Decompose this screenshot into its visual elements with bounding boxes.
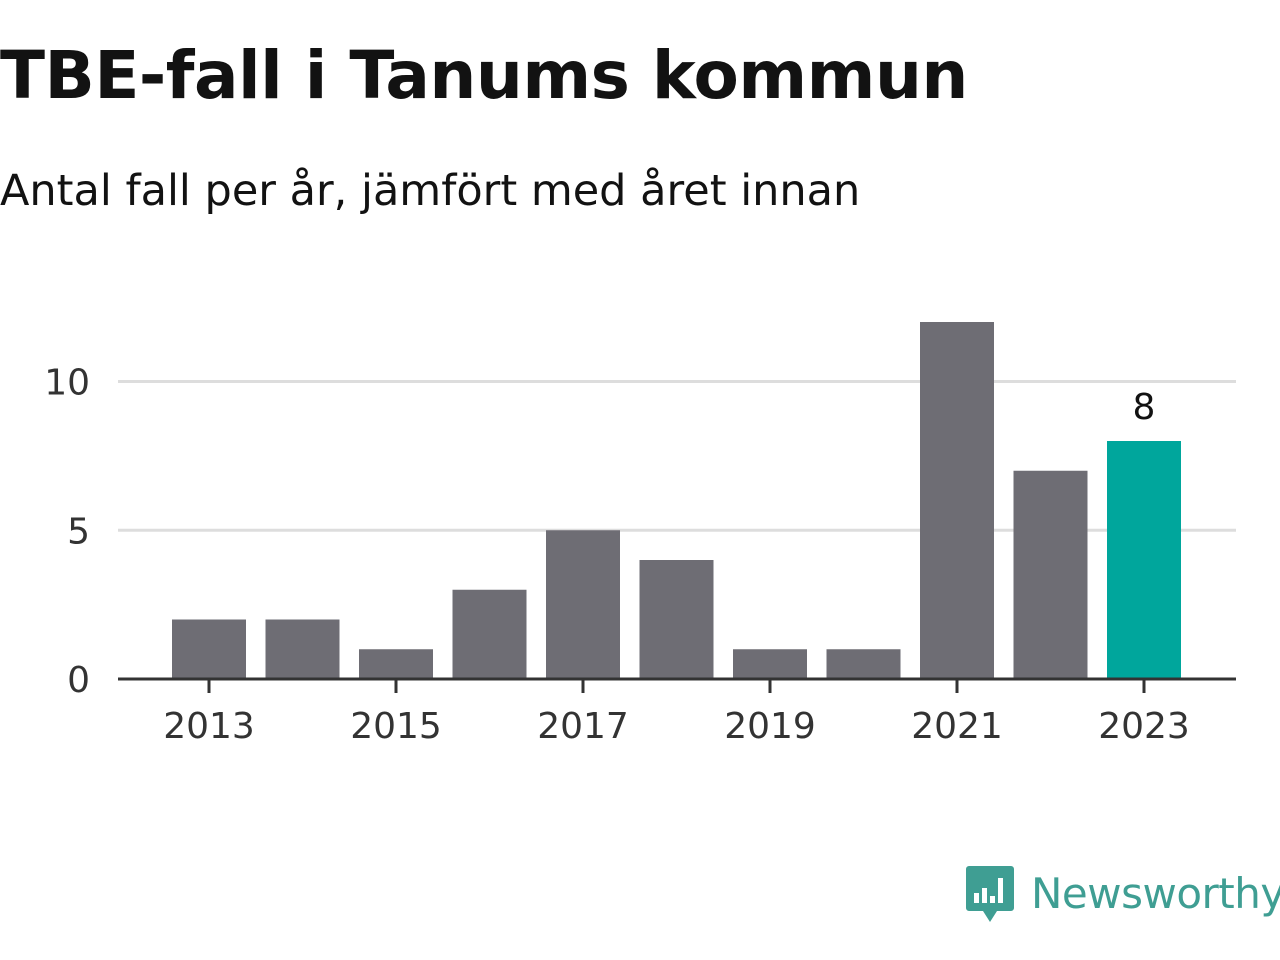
bar-highlight [1107,441,1181,679]
x-tick-label: 2015 [350,706,442,747]
y-tick-label: 10 [44,363,90,404]
bar-chart-speech-bubble-icon [966,866,1014,922]
x-tick-label: 2021 [911,706,1003,747]
logo-text: Newsworthy [1031,869,1280,918]
bar [920,322,994,679]
x-tick-label: 2019 [724,706,816,747]
labels: 0 5 10 8 2013 2015 2017 2019 2021 2023 [44,363,1190,748]
x-axis [118,677,1236,693]
bar [1013,470,1088,679]
bar [452,589,527,679]
bar [546,530,620,679]
bar [359,649,433,679]
bar [172,619,246,679]
chart-subtitle: Antal fall per år, jämfört med året inna… [0,166,861,216]
bars [172,322,1181,679]
bar-value-label: 8 [1133,387,1156,428]
y-tick-label: 5 [67,511,90,552]
x-tick-label: 2023 [1098,706,1190,747]
bar [826,649,901,679]
chart-title: TBE-fall i Tanums kommun [0,37,968,114]
x-tick-label: 2013 [163,706,255,747]
bar [265,619,340,679]
y-tick-label: 0 [67,660,90,701]
bar [733,649,807,679]
newsworthy-logo: Newsworthy [965,864,1280,924]
x-tick-label: 2017 [537,706,629,747]
bar [639,560,714,679]
